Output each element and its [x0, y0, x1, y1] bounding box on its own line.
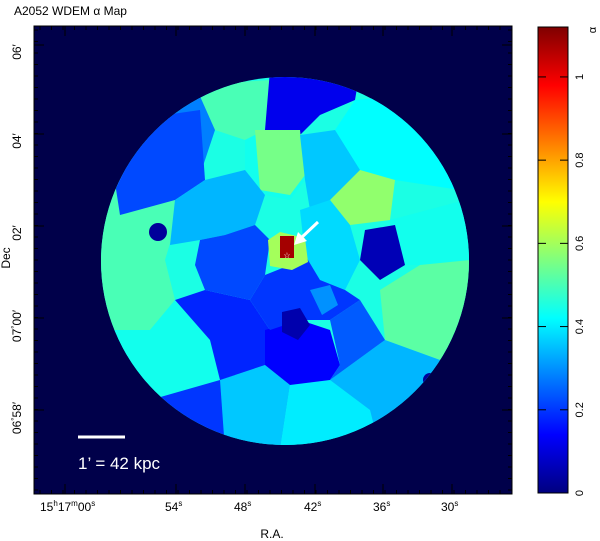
- x-tick-label-5: 30s: [441, 499, 458, 514]
- cell-north-1: [195, 80, 270, 140]
- colorbar-ticks: 0 0.2 0.4 0.6 0.8 1: [538, 74, 586, 496]
- cell-inner-6: [195, 225, 270, 300]
- cell-inner-4: [310, 285, 338, 315]
- colorbar-tick-label-1: 0.2: [574, 402, 586, 417]
- colorbar-tick-label-4: 0.8: [574, 152, 586, 167]
- cell-inner-2: [265, 320, 340, 385]
- y-tick-label-0: 06′: [10, 43, 24, 59]
- colorbar-bar: [537, 26, 569, 494]
- y-axis-label: Dec: [0, 247, 13, 268]
- y-tick-label-2: 02′: [10, 224, 24, 240]
- colorbar-tick-label-3: 0.6: [574, 236, 586, 251]
- y-tick-label-1: 04′: [10, 132, 24, 148]
- cell-south-1: [220, 365, 290, 445]
- cell-east-blue: [360, 225, 405, 280]
- colorbar: 0 0.2 0.4 0.6 0.8 1 α: [537, 26, 599, 496]
- cell-inner-1: [175, 290, 270, 380]
- colorbar-tick-label-2: 0.4: [574, 319, 586, 334]
- cell-hole-west: [149, 223, 167, 241]
- cell-core: [280, 236, 294, 258]
- cell-inner-8: [250, 255, 360, 330]
- cell-inner-3: [330, 300, 385, 380]
- y-tick-labels: 06′ 04′ 02′ 07°00′ 06°58′: [10, 43, 24, 434]
- colorbar-tick-label-0: 0: [574, 490, 586, 496]
- x-tick-label-1: 54s: [165, 499, 182, 514]
- y-tick-label-3: 07°00′: [10, 309, 24, 342]
- cell-east-2: [380, 260, 469, 360]
- scalebar-label: 1’ = 42 kpc: [78, 454, 161, 473]
- cell-inner-5: [170, 170, 265, 245]
- axis-ticks: [34, 26, 512, 494]
- x-tick-label-3: 42s: [304, 499, 321, 514]
- colorbar-tick-label-5: 1: [574, 74, 586, 80]
- x-tick-labels: 15h17m00s 54s 48s 42s 36s 30s: [40, 499, 458, 514]
- cell-inner-7: [282, 308, 310, 340]
- figure-title: A2052 WDEM α Map: [14, 4, 127, 18]
- cell-north-3: [255, 130, 305, 195]
- colorbar-label: α: [587, 26, 599, 33]
- x-tick-label-4: 36s: [373, 499, 390, 514]
- arrow-icon: [294, 220, 320, 245]
- star-icon: ☆: [283, 251, 290, 260]
- x-axis-label: R.A.: [260, 527, 283, 541]
- map-panel: ☆ 1’ = 42 kpc: [33, 25, 513, 495]
- x-tick-label-0: 15h17m00s: [40, 499, 95, 514]
- cell-north-east-mid: [300, 130, 360, 210]
- cell-north-2: [265, 77, 360, 135]
- cell-east-1: [390, 200, 469, 265]
- y-tick-label-4: 06°58′: [10, 401, 24, 434]
- x-tick-label-2: 48s: [234, 499, 251, 514]
- cell-inner-right: [300, 200, 360, 290]
